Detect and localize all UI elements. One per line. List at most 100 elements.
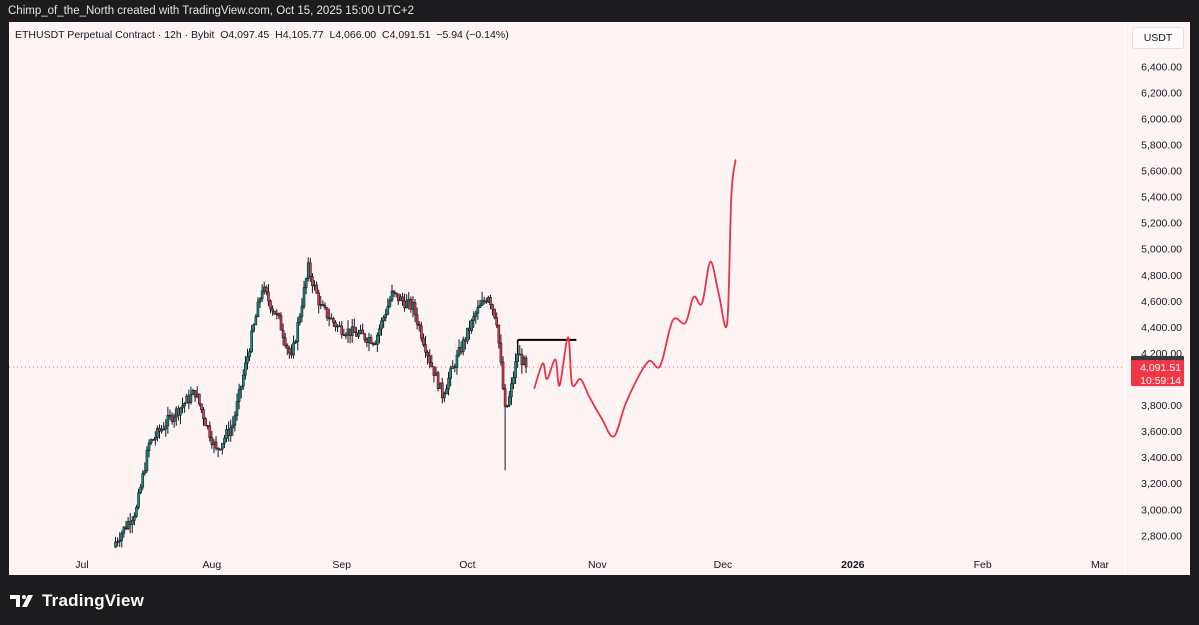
x-tick-label: Mar <box>1091 559 1110 571</box>
forecast-path[interactable] <box>533 159 737 438</box>
candle-body <box>191 390 195 395</box>
candle-body <box>476 307 480 314</box>
x-axis[interactable]: Jul Aug Sep Oct Nov Dec 2026 Feb Mar <box>75 559 1109 571</box>
candle-body <box>118 540 122 542</box>
candle-body <box>277 313 281 316</box>
symbol-legend[interactable]: ETHUSDT Perpetual Contract · 12h · Bybit… <box>15 29 509 41</box>
candle-body <box>378 328 381 336</box>
candle-body <box>114 541 117 548</box>
candle-body <box>371 343 375 345</box>
last-price-text: 4,091.51 <box>1140 362 1181 374</box>
candle-body <box>524 357 528 368</box>
candle-body <box>459 347 463 353</box>
tradingview-logo-icon <box>10 595 33 607</box>
candle-body <box>260 290 264 300</box>
candle-body <box>392 290 396 294</box>
candle-body <box>200 403 203 411</box>
candle-body <box>315 284 318 294</box>
candle-body <box>399 296 402 302</box>
candle-body <box>244 362 247 376</box>
candle-body <box>327 317 331 320</box>
price-chart[interactable]: 6,600.006,400.006,200.006,000.005,800.00… <box>9 22 1190 575</box>
candle-body <box>116 541 119 543</box>
candle-body <box>130 519 134 525</box>
candle-body <box>135 506 138 517</box>
candle-body <box>168 414 172 417</box>
candle-body <box>227 429 230 436</box>
x-tick-label: Dec <box>714 559 733 571</box>
candle-body <box>309 262 312 278</box>
candle-body <box>491 304 494 310</box>
candle-body <box>380 320 383 330</box>
candle-body <box>346 328 350 336</box>
candle-body <box>369 337 373 344</box>
candle-body <box>248 351 251 358</box>
candle-body <box>262 286 266 292</box>
candle-body <box>239 385 243 390</box>
x-tick-label: 2026 <box>841 559 865 571</box>
candle-body <box>122 526 126 534</box>
candle-body <box>137 492 140 508</box>
candle-body <box>304 278 308 288</box>
candle-body <box>273 310 277 315</box>
y-axis[interactable]: 6,600.006,400.006,200.006,000.005,800.00… <box>1141 35 1182 542</box>
candles[interactable] <box>114 257 528 549</box>
candle-body <box>306 262 310 279</box>
attribution-bar: Chimp_of_the_North created with TradingV… <box>0 0 1199 22</box>
y-tick-label: 2,800.00 <box>1141 530 1182 542</box>
candle-body <box>296 322 300 342</box>
candle-body <box>147 442 151 451</box>
candle-body <box>133 515 136 521</box>
candle-body <box>283 337 287 346</box>
y-tick-label: 6,000.00 <box>1141 113 1182 125</box>
candle-body <box>250 330 253 352</box>
candle-body <box>422 337 425 346</box>
candle-body <box>158 428 161 432</box>
candle-body <box>409 298 413 310</box>
candle-body <box>300 306 304 317</box>
price-tags: 4,122.81 4,091.51 10:59:14 <box>1131 356 1184 387</box>
candle-body <box>160 428 163 432</box>
candle-body <box>332 317 335 323</box>
candle-body <box>445 388 448 395</box>
candle-body <box>394 292 398 295</box>
candle-body <box>478 304 482 308</box>
candle-body <box>162 428 165 431</box>
candle-body <box>164 425 168 430</box>
candle-body <box>143 470 147 474</box>
candle-body <box>216 447 220 450</box>
candle-body <box>120 532 124 541</box>
candle-body <box>279 315 283 331</box>
candle-body <box>455 354 459 369</box>
candle-body <box>281 329 285 339</box>
legend-low: L4,066.00 <box>329 29 377 41</box>
candle-body <box>325 307 329 318</box>
candle-body <box>482 300 486 303</box>
candle-body <box>166 414 170 427</box>
candle-body <box>292 342 295 356</box>
symbol-title[interactable]: ETHUSDT Perpetual Contract · 12h · Bybit <box>15 29 215 41</box>
candle-body <box>411 302 415 310</box>
chart-pane[interactable]: 6,600.006,400.006,200.006,000.005,800.00… <box>9 22 1190 575</box>
tradingview-brand[interactable]: TradingView <box>10 591 144 611</box>
y-tick-label: 3,400.00 <box>1141 452 1182 464</box>
candle-body <box>344 334 348 337</box>
candle-body <box>470 320 473 331</box>
x-tick-label: Nov <box>588 559 607 571</box>
legend-change: −5.94 (−0.14%) <box>436 29 509 41</box>
y-tick-label: 6,200.00 <box>1141 87 1182 99</box>
candle-body <box>505 404 509 408</box>
candle-body <box>256 301 260 318</box>
y-tick-label: 4,600.00 <box>1141 296 1182 308</box>
candle-body <box>449 368 452 379</box>
candle-body <box>319 304 323 306</box>
candle-body <box>177 408 180 416</box>
candle-body <box>288 347 291 354</box>
candle-body <box>514 361 517 378</box>
candle-body <box>267 291 270 302</box>
currency-button[interactable]: USDT <box>1132 27 1184 49</box>
candle-body <box>298 316 302 323</box>
candle-body <box>174 408 178 418</box>
candle-body <box>204 418 207 426</box>
x-tick-label: Feb <box>974 559 992 571</box>
